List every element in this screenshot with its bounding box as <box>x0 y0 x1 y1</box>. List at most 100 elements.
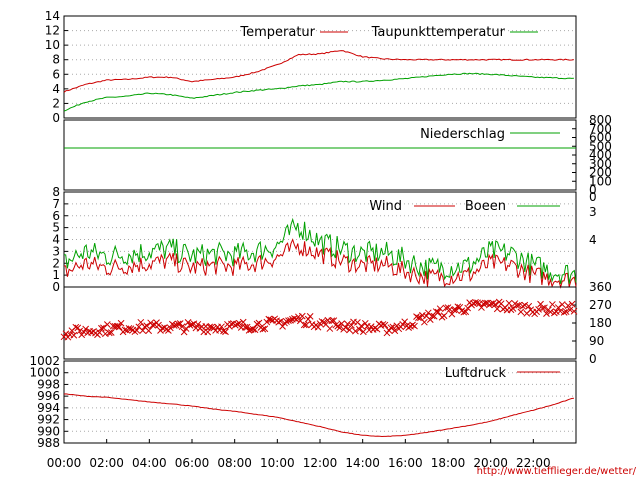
y-tick-label: 4 <box>52 82 60 96</box>
direction-marker <box>541 304 548 312</box>
legend-taupunkt-label: Taupunkttemperatur <box>371 25 506 40</box>
direction-marker <box>96 329 103 336</box>
y-right-tick-label: 500 <box>589 139 612 153</box>
direction-marker <box>265 315 273 323</box>
x-tick-label: 10:00 <box>260 456 295 470</box>
legend-boeen-label: Boeen <box>465 199 506 214</box>
direction-marker <box>464 304 472 312</box>
direction-marker <box>263 318 271 326</box>
direction-marker <box>415 314 422 322</box>
direction-marker <box>76 327 84 335</box>
credit-link[interactable]: http://www.tiefflieger.de/wetter/ <box>477 466 637 477</box>
direction-marker <box>554 304 562 311</box>
direction-marker <box>505 299 513 307</box>
direction-marker <box>291 315 298 322</box>
direction-marker <box>74 324 82 332</box>
direction-marker <box>314 323 322 331</box>
direction-marker <box>381 321 389 329</box>
direction-marker <box>515 301 523 309</box>
direction-marker <box>549 301 556 308</box>
y-tick-label: 10 <box>45 38 60 52</box>
direction-marker <box>346 326 353 334</box>
direction-marker <box>487 300 495 308</box>
series-line-boeen <box>63 217 577 284</box>
direction-marker <box>509 305 517 312</box>
direction-marker <box>566 306 574 314</box>
direction-marker <box>204 328 212 336</box>
direction-marker <box>218 323 225 331</box>
direction-marker <box>356 325 363 333</box>
direction-marker <box>491 301 499 308</box>
direction-marker <box>539 304 546 312</box>
x-tick-label: 00:00 <box>47 456 82 470</box>
direction-marker <box>336 324 344 332</box>
x-tick-label: 22:00 <box>516 456 551 470</box>
direction-marker <box>133 327 141 334</box>
y-tick-label: 0 <box>52 111 60 125</box>
direction-marker <box>393 322 401 330</box>
direction-marker <box>255 319 263 327</box>
direction-marker <box>82 325 90 333</box>
direction-marker <box>556 307 564 315</box>
y-tick-label: 998 <box>37 377 60 391</box>
y-right-tick-label: 270 <box>589 298 612 312</box>
direction-marker <box>261 325 269 333</box>
y-tick-label: 5 <box>52 221 60 235</box>
direction-marker <box>178 323 186 330</box>
direction-marker <box>344 320 351 328</box>
y-right-tick-label: 600 <box>589 131 612 145</box>
x-tick-label: 16:00 <box>388 456 423 470</box>
direction-marker <box>558 301 566 308</box>
direction-marker <box>521 301 529 309</box>
y-tick-label: 6 <box>52 67 60 81</box>
direction-marker <box>434 308 442 316</box>
direction-marker <box>131 328 139 336</box>
y-tick-label: 994 <box>37 401 60 415</box>
direction-marker <box>267 316 275 324</box>
y-right-tick-label: 100 <box>589 174 612 188</box>
y-right-tick-label: 700 <box>589 122 612 136</box>
y-tick-label: 2 <box>52 96 60 110</box>
direction-marker <box>547 308 554 316</box>
direction-marker <box>304 315 312 323</box>
direction-marker <box>330 317 338 324</box>
direction-marker <box>241 323 249 331</box>
y-tick-label: 8 <box>52 185 60 199</box>
y-right-tick-label: 0 <box>589 352 597 366</box>
direction-marker <box>543 310 550 318</box>
y-tick-label: 3 <box>52 244 60 258</box>
x-tick-label: 12:00 <box>303 456 338 470</box>
direction-marker <box>300 321 308 329</box>
direction-marker <box>361 319 369 327</box>
direction-marker <box>100 324 107 332</box>
y-right-tick-label: 0 <box>589 183 597 197</box>
y-right-tick-label: 400 <box>589 148 612 162</box>
direction-marker <box>560 309 568 316</box>
direction-marker <box>440 312 448 320</box>
direction-marker <box>78 331 86 339</box>
direction-marker <box>570 307 578 315</box>
direction-marker <box>159 324 166 332</box>
direction-marker <box>145 327 153 335</box>
wind-direction-panel: 0 90 180 270 360 <box>60 280 612 366</box>
direction-marker <box>174 320 182 328</box>
y-tick-label: 8 <box>52 53 60 67</box>
direction-marker <box>277 317 284 325</box>
direction-marker <box>519 302 527 310</box>
direction-marker <box>462 308 470 316</box>
y-tick-label: 2 <box>52 256 60 270</box>
direction-marker <box>245 326 253 334</box>
y-tick-label: 1 <box>52 268 60 282</box>
y-right-tick-label: 3 <box>589 205 597 219</box>
x-tick-label: 14:00 <box>345 456 380 470</box>
y-tick-label: 996 <box>37 389 60 403</box>
direction-marker <box>452 306 460 314</box>
y-tick-label: 1002 <box>29 354 60 368</box>
direction-marker <box>180 328 188 336</box>
direction-marker <box>411 322 418 330</box>
direction-marker <box>474 299 481 307</box>
direction-marker <box>480 300 487 308</box>
x-tick-label: 04:00 <box>132 456 167 470</box>
